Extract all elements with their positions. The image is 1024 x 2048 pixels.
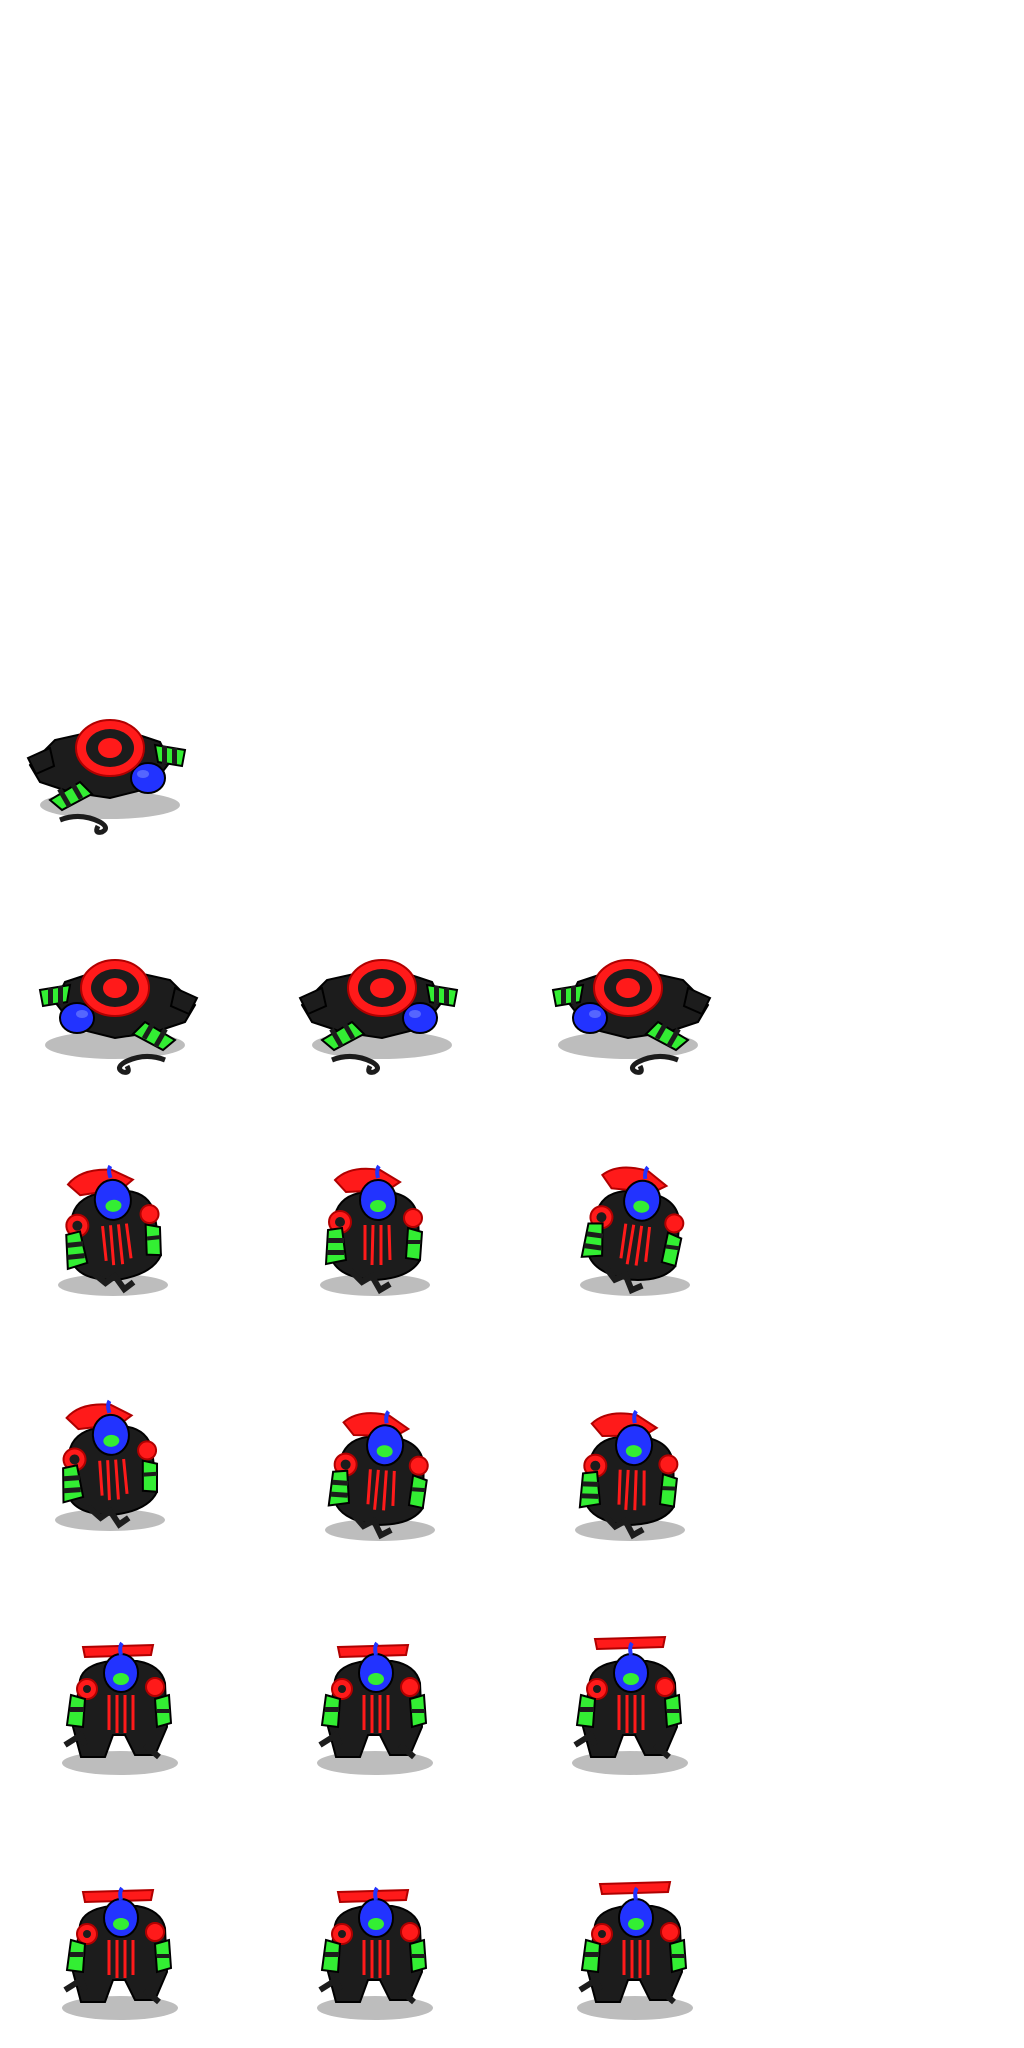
sprite-image [38, 959, 199, 1075]
sprite-frame-crouch [535, 1365, 725, 1555]
sprite-image [62, 1886, 178, 2020]
sprite-image [317, 1886, 433, 2020]
sprite-frame-fallen [10, 670, 200, 860]
sprite-image [62, 1641, 178, 1775]
sprite-frame-crouch [540, 1120, 730, 1310]
sprite-frame-fallen [282, 910, 472, 1100]
sprite-image [317, 1641, 433, 1775]
sprite-image [551, 959, 712, 1075]
sprite-image [298, 959, 459, 1075]
sprite-frame-crouch [18, 1120, 208, 1310]
sprite-frame-crouch [280, 1120, 470, 1310]
sprite-image [26, 719, 187, 835]
sprite-frame-stand [25, 1840, 215, 2030]
sprite-image [320, 1164, 430, 1296]
sprite-image [580, 1165, 690, 1296]
sprite-frame-fallen [25, 910, 215, 1100]
sprite-frame-crouch [285, 1365, 475, 1555]
sprite-image [577, 1880, 693, 2020]
sprite-frame-stand [25, 1595, 215, 1785]
sprite-frame-stand [280, 1840, 470, 2030]
sprite-image [575, 1409, 685, 1541]
sprite-frame-crouch [15, 1355, 205, 1545]
sprite-frame-fallen [538, 910, 728, 1100]
sprite-frame-stand [535, 1595, 725, 1785]
sprite-frame-stand [280, 1595, 470, 1785]
sprite-frame-stand [540, 1840, 730, 2030]
sprite-image [58, 1164, 168, 1296]
sprite-image [325, 1410, 435, 1541]
sprite-image [55, 1399, 165, 1531]
sprite-image [572, 1635, 688, 1775]
